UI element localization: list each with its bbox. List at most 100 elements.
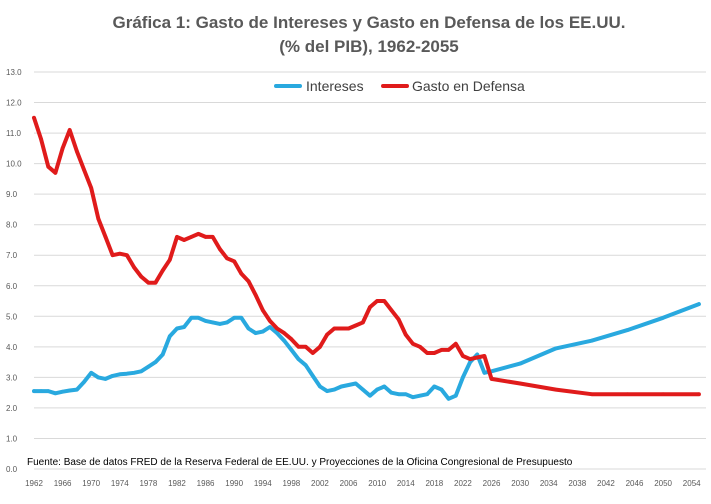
data-point xyxy=(118,251,122,256)
data-point xyxy=(432,351,437,355)
x-tick-label: 1986 xyxy=(197,479,215,488)
chart-subtitle: (% del PIB), 1962-2055 xyxy=(279,37,459,56)
data-point xyxy=(261,329,265,334)
legend-label-intereses: Intereses xyxy=(306,78,364,94)
data-point xyxy=(296,345,301,349)
y-tick-label: 9.0 xyxy=(6,190,18,199)
data-point xyxy=(346,383,351,387)
data-point xyxy=(589,338,594,343)
data-point xyxy=(461,375,465,380)
x-tick-label: 2034 xyxy=(540,479,558,488)
data-point xyxy=(339,326,344,331)
x-tick-label: 2014 xyxy=(397,479,415,488)
x-tick-label: 1990 xyxy=(225,479,243,488)
data-point xyxy=(103,377,108,381)
data-point xyxy=(661,392,665,397)
data-point xyxy=(282,338,287,343)
data-point xyxy=(589,392,594,397)
data-point xyxy=(239,271,244,276)
data-point xyxy=(118,372,122,377)
data-point xyxy=(132,371,136,375)
x-tick-label: 2026 xyxy=(483,479,501,488)
data-point xyxy=(125,371,129,376)
data-point xyxy=(282,331,287,335)
y-tick-label: 3.0 xyxy=(6,373,18,382)
chart-title: Gráfica 1: Gasto de Intereses y Gasto en… xyxy=(112,13,625,32)
data-point xyxy=(175,235,179,239)
x-tick-label: 2050 xyxy=(654,479,672,488)
data-point xyxy=(403,392,408,397)
x-tick-label: 2010 xyxy=(368,479,386,488)
y-tick-label: 10.0 xyxy=(6,160,22,169)
data-point xyxy=(353,323,358,328)
data-point xyxy=(182,325,186,329)
data-point xyxy=(325,389,329,393)
x-tick-label: 2046 xyxy=(626,479,644,488)
data-point xyxy=(153,360,158,364)
data-point xyxy=(75,387,79,392)
data-point xyxy=(139,274,143,279)
data-point xyxy=(382,299,387,303)
data-point xyxy=(189,235,194,239)
y-tick-label: 13.0 xyxy=(6,68,22,77)
data-point xyxy=(418,345,422,349)
x-tick-label: 1962 xyxy=(25,479,43,488)
y-tick-label: 5.0 xyxy=(6,312,18,321)
data-point xyxy=(425,351,430,355)
data-point xyxy=(275,331,279,335)
data-point xyxy=(146,280,151,285)
data-point xyxy=(296,357,301,361)
data-point xyxy=(246,326,251,331)
data-point xyxy=(196,232,201,236)
data-point xyxy=(182,238,186,242)
data-point xyxy=(468,357,472,361)
legend-label-defensa: Gasto en Defensa xyxy=(412,78,525,94)
data-point xyxy=(389,308,394,313)
data-point xyxy=(168,258,172,262)
data-point xyxy=(697,392,701,397)
data-point xyxy=(60,146,65,151)
data-point xyxy=(46,389,51,393)
x-tick-label: 2002 xyxy=(311,479,329,488)
data-point xyxy=(268,325,272,329)
data-point xyxy=(53,391,58,396)
data-point xyxy=(432,384,437,389)
data-point xyxy=(75,149,79,154)
data-point xyxy=(403,332,408,337)
data-point xyxy=(454,393,458,398)
data-point xyxy=(110,253,115,257)
x-axis-ticks: 1962 1966 1970 1974 1978 1982 1986 1990 1994 1998… xyxy=(25,479,701,488)
data-point xyxy=(53,171,58,175)
y-tick-label: 4.0 xyxy=(6,343,18,352)
data-point xyxy=(160,352,165,357)
x-tick-label: 1970 xyxy=(82,479,100,488)
x-tick-label: 1978 xyxy=(139,479,157,488)
data-point xyxy=(661,316,665,320)
data-point xyxy=(218,322,222,326)
data-point xyxy=(82,380,86,384)
data-point xyxy=(89,186,93,190)
data-point xyxy=(325,332,329,337)
data-point xyxy=(425,392,430,397)
x-tick-label: 1974 xyxy=(111,479,129,488)
data-point xyxy=(396,317,401,322)
data-point xyxy=(418,393,422,398)
data-point xyxy=(482,354,487,358)
data-point xyxy=(311,351,315,355)
data-point xyxy=(39,389,43,393)
data-point xyxy=(303,363,308,368)
data-point xyxy=(203,235,208,239)
data-point xyxy=(554,346,558,351)
x-tick-label: 2018 xyxy=(425,479,443,488)
data-point xyxy=(625,328,630,332)
data-point xyxy=(396,392,401,397)
data-point xyxy=(225,320,229,325)
x-tick-label: 2054 xyxy=(683,479,701,488)
data-point xyxy=(96,216,101,221)
data-point xyxy=(318,384,322,389)
data-point xyxy=(389,390,394,395)
data-point xyxy=(332,326,337,331)
